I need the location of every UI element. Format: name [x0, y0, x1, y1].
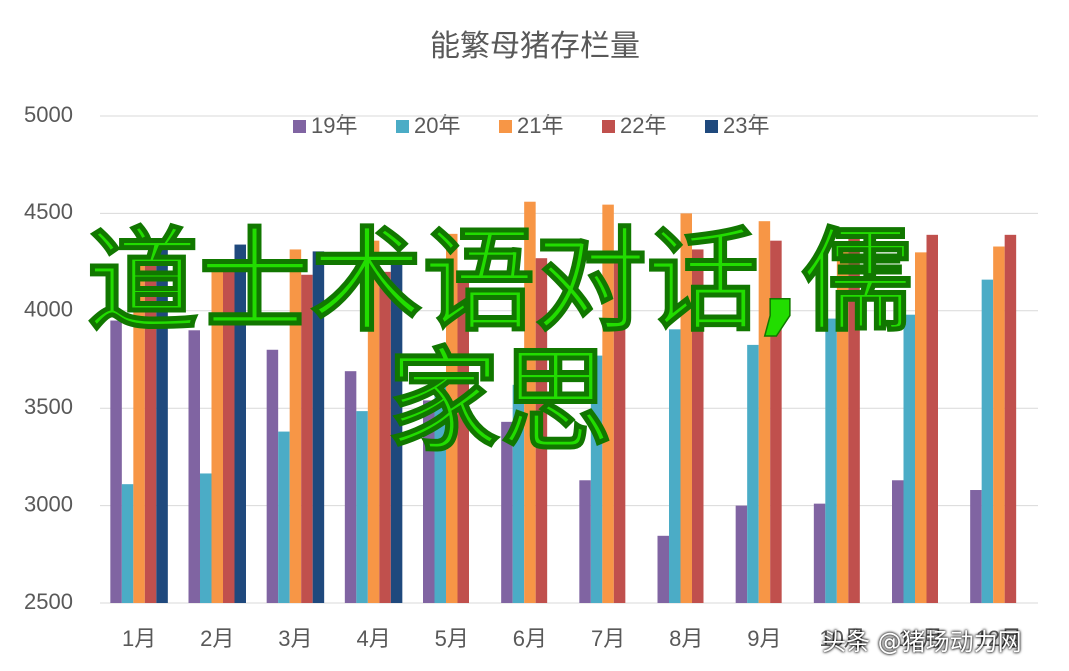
bar — [735, 505, 748, 603]
legend-label: 20年 — [414, 113, 460, 138]
legend-label: 23年 — [723, 113, 769, 138]
x-tick-label: 7月 — [591, 626, 625, 651]
legend-label: 22年 — [620, 113, 666, 138]
bar — [903, 314, 915, 603]
bar — [680, 213, 692, 603]
bar — [278, 431, 290, 603]
legend-swatch — [602, 120, 615, 133]
bar — [535, 258, 548, 603]
bar — [390, 256, 403, 603]
bar — [423, 400, 435, 603]
bar — [446, 233, 458, 603]
bar — [501, 421, 513, 603]
bar — [669, 329, 681, 603]
bar — [970, 490, 982, 603]
overlay-text: 道士术语对话,儒家思 — [86, 217, 914, 467]
bar — [512, 384, 525, 603]
bar — [188, 330, 200, 603]
bar — [747, 344, 759, 603]
bar — [915, 252, 927, 604]
x-tick-label: 5月 — [435, 626, 469, 651]
bar — [200, 473, 212, 603]
bar — [926, 234, 938, 603]
bar — [356, 411, 368, 603]
bar — [692, 249, 704, 604]
y-tick-label: 4000 — [24, 297, 73, 322]
bar — [981, 279, 994, 603]
legend-swatch — [293, 120, 306, 133]
bar — [344, 371, 357, 603]
bar — [367, 240, 380, 603]
bar — [211, 263, 223, 603]
bar — [657, 535, 669, 603]
bar — [457, 273, 469, 603]
bar — [825, 318, 837, 603]
x-tick-label: 12月 — [976, 626, 1022, 651]
bar — [312, 251, 325, 604]
bar — [223, 260, 235, 603]
bar — [892, 480, 904, 603]
bar — [993, 246, 1005, 604]
watermark: 头条 @猪场动力网 — [822, 628, 1022, 656]
bar — [836, 242, 849, 603]
bar — [434, 384, 446, 603]
legend: 19年 20年 21年 22年 23年 — [293, 113, 769, 138]
bar — [579, 480, 591, 603]
bar — [590, 355, 603, 603]
y-tick-label: 3500 — [24, 394, 73, 419]
legend-swatch — [396, 120, 409, 133]
y-tick-label: 5000 — [24, 102, 73, 127]
bar — [758, 221, 771, 603]
x-tick-label: 6月 — [513, 626, 547, 651]
bar — [848, 236, 860, 603]
x-tick-label: 10月 — [819, 626, 865, 651]
bar — [234, 244, 246, 603]
legend-label: 21年 — [517, 113, 563, 138]
y-tick-label: 3000 — [24, 491, 73, 516]
x-tick-label: 9月 — [747, 626, 781, 651]
bar — [289, 249, 302, 604]
x-tick-label: 2月 — [200, 626, 234, 651]
bar — [156, 240, 168, 603]
legend-label: 19年 — [311, 113, 357, 138]
y-tick-label: 2500 — [24, 589, 73, 614]
bar — [602, 204, 614, 603]
x-tick-label: 8月 — [669, 626, 703, 651]
chart-title: 能繁母猪存栏量 — [430, 30, 640, 63]
x-tick-label: 11月 — [898, 626, 943, 651]
bar — [770, 240, 782, 603]
bar — [379, 271, 391, 603]
bar — [301, 274, 313, 603]
grid — [100, 115, 1038, 604]
bar — [613, 254, 626, 604]
bar — [121, 484, 134, 603]
x-tick-label: 1月 — [122, 626, 156, 651]
bar — [133, 262, 145, 603]
bar — [110, 320, 122, 603]
bar — [813, 503, 826, 603]
x-tick-label: 3月 — [278, 626, 312, 651]
bar — [266, 349, 279, 603]
bar — [144, 258, 157, 603]
legend-swatch — [499, 120, 512, 133]
y-tick-label: 4500 — [24, 199, 73, 224]
legend-swatch — [705, 120, 718, 133]
bar — [524, 201, 536, 603]
x-tick-label: 4月 — [356, 626, 390, 651]
bar — [1004, 234, 1017, 603]
